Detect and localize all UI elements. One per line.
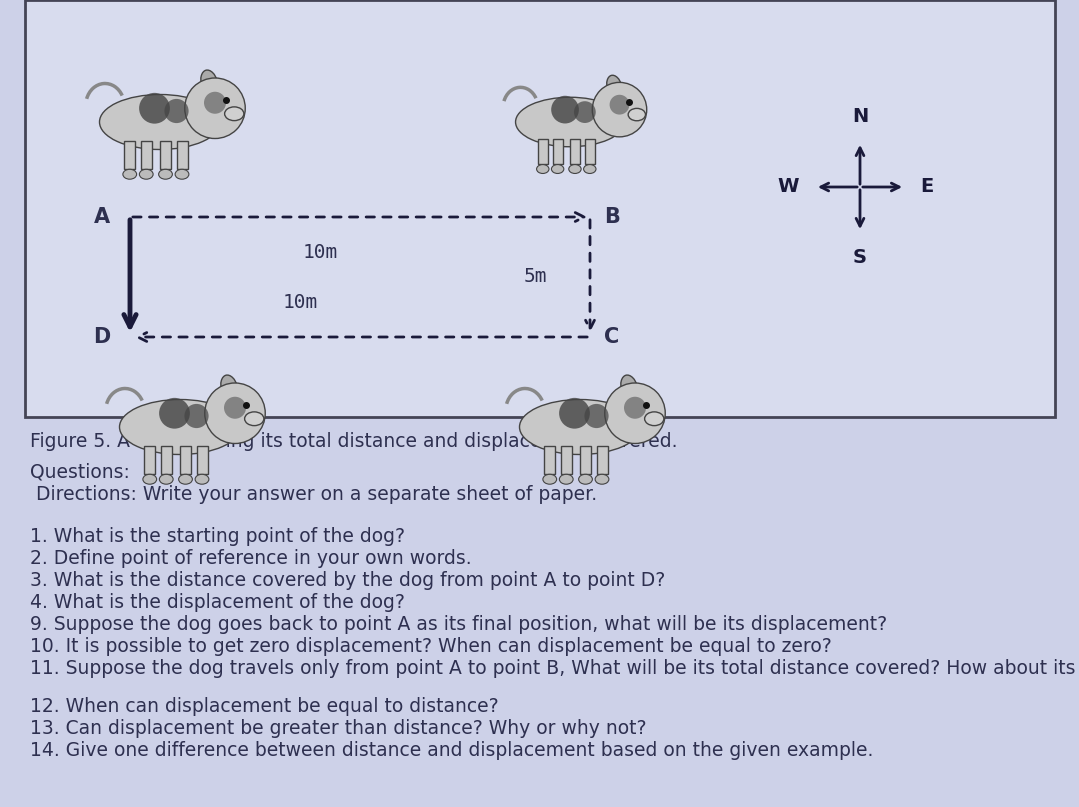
Text: 5m: 5m (523, 267, 547, 286)
Ellipse shape (120, 399, 241, 454)
Text: W: W (778, 178, 800, 196)
Text: 2. Define point of reference in your own words.: 2. Define point of reference in your own… (30, 549, 472, 568)
Bar (161, 446, 172, 474)
Ellipse shape (644, 412, 664, 425)
Text: E: E (920, 178, 934, 196)
Bar (552, 140, 562, 164)
Text: S: S (853, 248, 868, 267)
Text: C: C (604, 327, 619, 347)
Bar (544, 446, 556, 474)
Text: Directions: Write your answer on a separate sheet of paper.: Directions: Write your answer on a separ… (30, 485, 597, 504)
Bar (177, 141, 188, 169)
Text: 10m: 10m (302, 242, 338, 261)
Ellipse shape (584, 165, 596, 174)
Circle shape (551, 96, 579, 123)
Ellipse shape (569, 165, 582, 174)
Text: 10m: 10m (283, 292, 317, 312)
Text: 1. What is the starting point of the dog?: 1. What is the starting point of the dog… (30, 527, 405, 546)
Ellipse shape (142, 475, 156, 484)
Ellipse shape (159, 169, 173, 179)
Text: 10. It is possible to get zero displacement? When can displacement be equal to z: 10. It is possible to get zero displacem… (30, 637, 832, 656)
Bar (585, 140, 595, 164)
Ellipse shape (620, 375, 638, 402)
Bar (581, 446, 591, 474)
Text: N: N (852, 107, 869, 126)
Text: 9. Suppose the dog goes back to point A as its final position, what will be its : 9. Suppose the dog goes back to point A … (30, 615, 887, 634)
Text: 12. When can displacement be equal to distance?: 12. When can displacement be equal to di… (30, 697, 498, 716)
Text: B: B (604, 207, 620, 227)
Ellipse shape (543, 475, 557, 484)
Circle shape (610, 94, 629, 115)
Circle shape (139, 93, 169, 123)
Ellipse shape (99, 94, 220, 149)
Ellipse shape (224, 107, 244, 120)
Bar (196, 446, 207, 474)
Circle shape (164, 99, 189, 123)
Text: 13. Can displacement be greater than distance? Why or why not?: 13. Can displacement be greater than dis… (30, 719, 646, 738)
Ellipse shape (139, 169, 153, 179)
Ellipse shape (578, 475, 592, 484)
Bar (561, 446, 572, 474)
Circle shape (185, 404, 208, 428)
Text: A: A (94, 207, 110, 227)
Bar (570, 140, 579, 164)
Circle shape (604, 383, 666, 444)
Bar (25, 0, 1055, 417)
Text: Figure 5. A dog showing its total distance and displacement covered.: Figure 5. A dog showing its total distan… (30, 432, 678, 451)
Ellipse shape (628, 108, 645, 121)
Ellipse shape (175, 169, 189, 179)
Ellipse shape (160, 475, 173, 484)
Ellipse shape (195, 475, 209, 484)
Circle shape (224, 397, 246, 419)
Circle shape (559, 398, 590, 429)
Circle shape (624, 397, 646, 419)
Bar (124, 141, 135, 169)
Ellipse shape (596, 475, 609, 484)
Bar (597, 446, 607, 474)
Text: 3. What is the distance covered by the dog from point A to point D?: 3. What is the distance covered by the d… (30, 571, 666, 590)
Ellipse shape (536, 165, 549, 174)
Text: 11. Suppose the dog travels only from point A to point B, What will be its total: 11. Suppose the dog travels only from po… (30, 659, 1079, 678)
Bar (145, 446, 155, 474)
Bar (537, 140, 548, 164)
Text: Questions:: Questions: (30, 462, 129, 481)
Ellipse shape (516, 98, 625, 147)
Ellipse shape (519, 399, 641, 454)
Bar (140, 141, 152, 169)
Ellipse shape (221, 375, 238, 402)
Ellipse shape (559, 475, 573, 484)
Circle shape (204, 92, 226, 114)
Circle shape (592, 82, 646, 137)
Circle shape (159, 398, 190, 429)
Ellipse shape (123, 169, 137, 179)
Ellipse shape (551, 165, 564, 174)
Ellipse shape (606, 75, 623, 99)
Text: 4. What is the displacement of the dog?: 4. What is the displacement of the dog? (30, 593, 405, 612)
Circle shape (574, 101, 596, 123)
Circle shape (585, 404, 609, 428)
Text: 14. Give one difference between distance and displacement based on the given exa: 14. Give one difference between distance… (30, 741, 873, 760)
Circle shape (185, 78, 245, 139)
Ellipse shape (179, 475, 192, 484)
Ellipse shape (201, 70, 218, 97)
Bar (160, 141, 170, 169)
Circle shape (205, 383, 265, 444)
Ellipse shape (245, 412, 264, 425)
Bar (180, 446, 191, 474)
Text: D: D (94, 327, 111, 347)
